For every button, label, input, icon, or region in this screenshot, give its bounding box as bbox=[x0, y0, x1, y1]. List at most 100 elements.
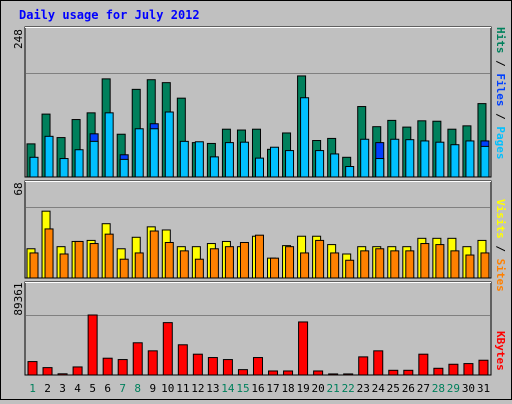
kbytes-bar bbox=[237, 369, 248, 376]
sites-bar bbox=[149, 230, 159, 279]
pages-bar bbox=[239, 141, 249, 178]
sites-bar bbox=[465, 254, 475, 279]
pages-bar bbox=[345, 166, 355, 178]
legend-item-sites: Sites bbox=[494, 259, 507, 292]
y-tick-label-2: 68 bbox=[12, 182, 25, 195]
x-tick-label: 25 bbox=[387, 382, 400, 395]
pages-bar bbox=[375, 158, 385, 178]
pages-bar bbox=[44, 135, 54, 178]
sites-bar bbox=[209, 248, 219, 279]
legend-item-pages: Pages bbox=[494, 126, 507, 159]
sites-bar bbox=[345, 259, 355, 279]
kbytes-bar bbox=[162, 322, 173, 376]
kbytes-bar bbox=[418, 353, 429, 376]
sites-bar bbox=[360, 250, 370, 279]
x-tick-label: 12 bbox=[191, 382, 204, 395]
x-tick-label: 9 bbox=[149, 382, 156, 395]
pages-bar bbox=[209, 156, 219, 178]
pages-bar bbox=[134, 128, 144, 178]
x-tick-label: 11 bbox=[176, 382, 189, 395]
kbytes-bar bbox=[147, 350, 158, 376]
sites-bar bbox=[59, 253, 69, 279]
x-tick-label: 31 bbox=[477, 382, 490, 395]
sites-bar bbox=[405, 250, 415, 279]
x-tick-label: 2 bbox=[44, 382, 51, 395]
legend-1: Hits / Files / Pages bbox=[494, 27, 507, 160]
kbytes-bar bbox=[343, 373, 354, 376]
kbytes-bar bbox=[207, 357, 218, 376]
kbytes-bar bbox=[192, 353, 203, 376]
legend-separator: / bbox=[494, 54, 507, 74]
sites-bar bbox=[44, 228, 54, 279]
kbytes-bar bbox=[252, 357, 263, 376]
x-tick-label: 7 bbox=[119, 382, 126, 395]
pages-bar bbox=[420, 140, 430, 178]
x-tick-label: 23 bbox=[357, 382, 370, 395]
pages-bar bbox=[450, 144, 460, 178]
kbytes-bar bbox=[72, 366, 83, 376]
x-tick-label: 14 bbox=[221, 382, 235, 395]
sites-bar bbox=[179, 250, 189, 279]
x-tick-label: 30 bbox=[462, 382, 475, 395]
sites-bar bbox=[89, 243, 99, 279]
kbytes-bar bbox=[388, 369, 399, 376]
x-tick-label: 24 bbox=[372, 382, 386, 395]
pages-bar bbox=[74, 149, 84, 178]
kbytes-bar bbox=[478, 359, 489, 376]
legend-item-kbytes: KBytes bbox=[494, 331, 507, 371]
pages-bar bbox=[330, 153, 340, 178]
legend-separator: / bbox=[494, 239, 507, 259]
x-tick-label: 5 bbox=[89, 382, 96, 395]
x-tick-label: 4 bbox=[74, 382, 81, 395]
sites-bar bbox=[224, 246, 234, 279]
legend-separator: / bbox=[494, 107, 507, 127]
x-tick-label: 16 bbox=[251, 382, 264, 395]
x-tick-label: 18 bbox=[281, 382, 294, 395]
x-tick-label: 21 bbox=[327, 382, 340, 395]
kbytes-bar bbox=[328, 373, 339, 376]
x-tick-label: 20 bbox=[312, 382, 325, 395]
sites-bar bbox=[390, 250, 400, 279]
pages-bar bbox=[300, 97, 310, 178]
kbytes-bar bbox=[222, 359, 233, 376]
pages-bar bbox=[285, 150, 295, 178]
kbytes-bar bbox=[373, 350, 384, 376]
kbytes-bar bbox=[57, 373, 68, 376]
x-tick-label: 22 bbox=[342, 382, 355, 395]
pages-bar bbox=[435, 141, 445, 178]
sites-bar bbox=[270, 257, 280, 279]
kbytes-bar bbox=[433, 367, 444, 376]
legend-3: KBytes bbox=[494, 331, 507, 371]
sites-bar bbox=[74, 240, 84, 279]
sites-bar bbox=[239, 242, 249, 279]
kbytes-bar bbox=[283, 370, 294, 376]
kbytes-bar bbox=[448, 363, 459, 376]
sites-bar bbox=[119, 258, 129, 279]
x-tick-label: 27 bbox=[417, 382, 430, 395]
pages-bar bbox=[405, 139, 415, 178]
sites-bar bbox=[315, 239, 325, 279]
kbytes-bar bbox=[358, 356, 369, 376]
sites-bar bbox=[285, 246, 295, 279]
x-tick-label: 13 bbox=[206, 382, 219, 395]
pages-bar bbox=[164, 111, 174, 178]
sites-bar bbox=[29, 252, 39, 279]
x-tick-label: 15 bbox=[236, 382, 249, 395]
pages-bar bbox=[465, 140, 475, 178]
sites-bar bbox=[134, 252, 144, 279]
pages-bar bbox=[104, 112, 114, 178]
pages-bar bbox=[254, 157, 264, 178]
sites-bar bbox=[450, 250, 460, 279]
legend-item-visits: Visits bbox=[494, 199, 507, 239]
pages-bar bbox=[360, 138, 370, 178]
kbytes-bar bbox=[177, 344, 188, 376]
pages-bar bbox=[194, 141, 204, 178]
sites-bar bbox=[435, 244, 445, 279]
sites-bar bbox=[375, 248, 385, 279]
kbytes-bar bbox=[403, 369, 414, 376]
chart-title: Daily usage for July 2012 bbox=[19, 8, 200, 22]
x-tick-label: 19 bbox=[296, 382, 309, 395]
sites-bar bbox=[480, 252, 490, 279]
y-tick-label-3: 89361 bbox=[12, 282, 25, 315]
